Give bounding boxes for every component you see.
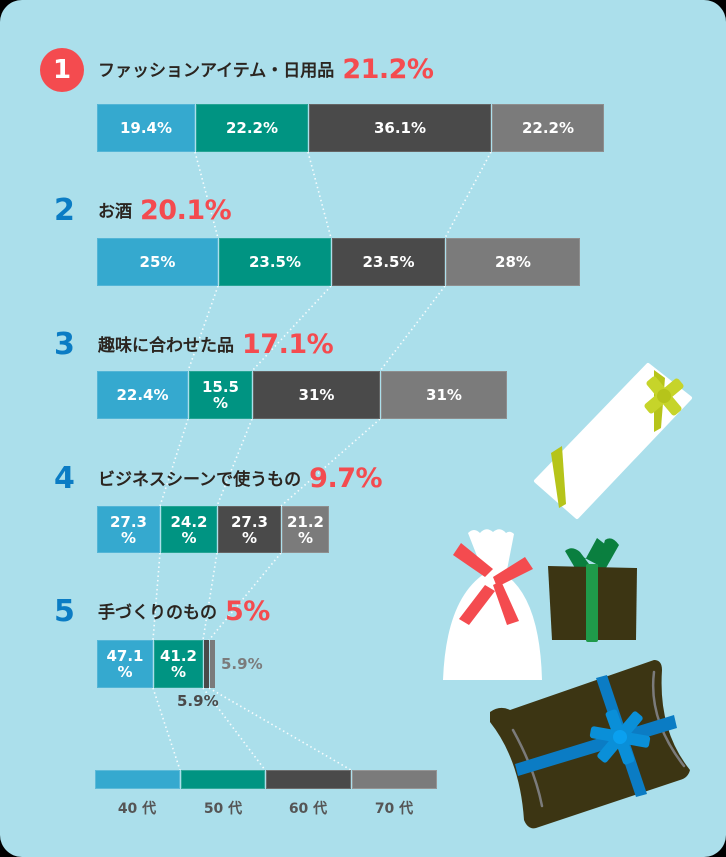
row-total: 20.1%: [140, 195, 232, 226]
legend-label-70s: 70 代: [374, 801, 414, 817]
legend-label-60s: 60 代: [288, 801, 328, 817]
segment-70s: 28%: [446, 238, 580, 286]
segment-50s: 22.2%: [196, 104, 308, 152]
row-label: ファッションアイテム・日用品: [98, 61, 335, 81]
stacked-bar-3: 22.4% 15.5 % 31% 31%: [97, 371, 507, 419]
white-gift-bag-icon: [443, 529, 542, 680]
segment-70s: 22.2%: [492, 104, 604, 152]
legend-label-50s: 50 代: [203, 801, 243, 817]
row-total: 21.2%: [342, 54, 434, 85]
segment-40s: 25%: [97, 238, 218, 286]
row-title-4: ビジネスシーンで使うもの 9.7%: [98, 463, 383, 495]
stacked-bar-2: 25% 23.5% 23.5% 28%: [97, 238, 580, 286]
stacked-bar-5: 47.1 % 41.2 %: [97, 640, 215, 688]
segment-50s: 23.5%: [219, 238, 331, 286]
segment-70s: 21.2 %: [282, 506, 329, 553]
rank-number-2: 2: [54, 193, 75, 228]
segment-60s: 31%: [253, 371, 380, 419]
row-total: 9.7%: [309, 463, 383, 494]
outside-label-70s: 5.9%: [221, 655, 263, 673]
rank-number-4: 4: [54, 461, 75, 496]
row-label: お酒: [98, 202, 132, 222]
rank-badge-1: 1: [40, 48, 84, 92]
row-label: ビジネスシーンで使うもの: [98, 470, 302, 490]
legend-swatch-60s: [266, 770, 351, 789]
rank-number-5: 5: [54, 594, 75, 629]
pillow-gift-box-icon: [490, 660, 690, 829]
legend-swatch-50s: [181, 770, 265, 789]
segment-50s: 24.2 %: [161, 506, 217, 553]
stacked-bar-1: 19.4% 22.2% 36.1% 22.2%: [97, 104, 604, 152]
segment-60s: [204, 640, 209, 688]
segment-40s: 22.4%: [97, 371, 188, 419]
segment-50s: 41.2 %: [154, 640, 203, 688]
row-label: 手づくりのもの: [98, 603, 217, 623]
row-total: 5%: [225, 596, 270, 627]
outside-label-60s: 5.9%: [177, 692, 219, 710]
segment-40s: 27.3 %: [97, 506, 160, 553]
segment-40s: 19.4%: [97, 104, 195, 152]
row-title-5: 手づくりのもの 5%: [98, 597, 270, 628]
dark-gift-box-icon: [548, 538, 637, 642]
row-title-1: ファッションアイテム・日用品 21.2%: [98, 54, 434, 86]
row-total: 17.1%: [242, 329, 334, 360]
segment-50s: 15.5 %: [189, 371, 252, 419]
legend-bar: [95, 770, 437, 789]
rank-number-3: 3: [54, 327, 75, 362]
segment-60s: 27.3 %: [218, 506, 281, 553]
legend-swatch-40s: [95, 770, 180, 789]
row-title-2: お酒 20.1%: [98, 195, 232, 227]
legend-swatch-70s: [352, 770, 437, 789]
segment-60s: 23.5%: [332, 238, 445, 286]
row-title-3: 趣味に合わせた品 17.1%: [98, 329, 334, 361]
row-label: 趣味に合わせた品: [98, 336, 234, 356]
stacked-bar-4: 27.3 % 24.2 % 27.3 % 21.2 %: [97, 506, 329, 553]
white-envelope-gift-icon: [534, 363, 692, 519]
legend-label-40s: 40 代: [117, 801, 157, 817]
segment-60s: 36.1%: [309, 104, 491, 152]
segment-70s: [210, 640, 215, 688]
segment-70s: 31%: [381, 371, 507, 419]
segment-40s: 47.1 %: [97, 640, 153, 688]
